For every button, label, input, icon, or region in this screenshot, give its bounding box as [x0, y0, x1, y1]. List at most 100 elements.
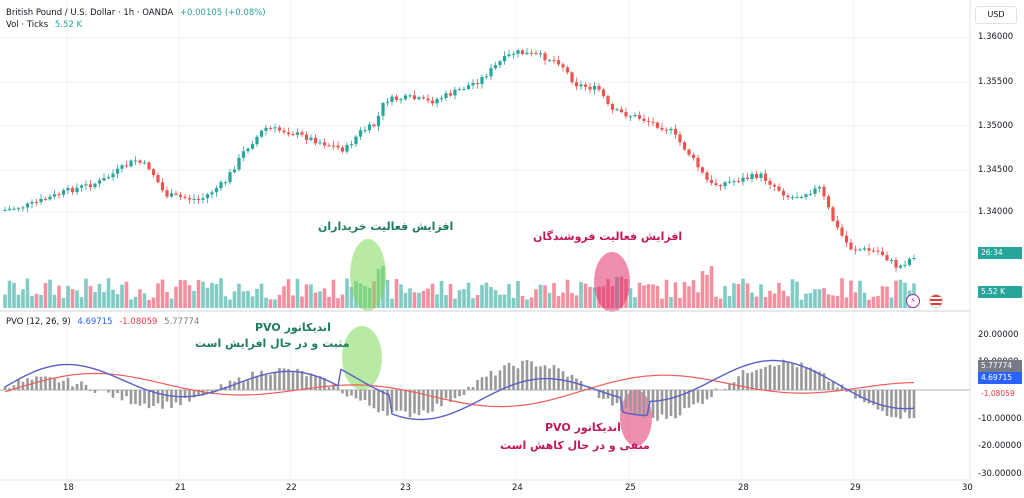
- volume-bar: [142, 293, 147, 308]
- volume-bar: [304, 284, 309, 308]
- candle-body: [642, 118, 646, 121]
- volume-bar: [30, 295, 34, 308]
- volume-bar: [219, 278, 223, 308]
- candle-body: [624, 112, 628, 117]
- candle-body: [628, 116, 633, 118]
- volume-bar: [196, 279, 201, 308]
- last-price-text: 26:34: [981, 248, 1003, 257]
- pvo-hist-bar: [755, 370, 758, 390]
- currency-button[interactable]: USD: [975, 6, 1017, 24]
- pvo-hist-bar: [827, 381, 830, 390]
- pvo-hist-bar: [651, 390, 655, 418]
- symbol-legend[interactable]: British Pound / U.S. Dollar · 1h · OANDA…: [6, 8, 266, 18]
- pvo-hist-bar: [872, 390, 875, 406]
- volume-bar: [754, 296, 759, 308]
- candle-body: [124, 165, 129, 167]
- time-tick: 29: [850, 483, 861, 493]
- volume-legend[interactable]: Vol · Ticks 5.52 K: [6, 20, 82, 30]
- pvo-hist-bar: [656, 390, 659, 421]
- volume-bar: [453, 298, 457, 308]
- time-tick: 28: [738, 483, 749, 493]
- candle-body: [799, 197, 804, 199]
- us-flag-icon[interactable]: [929, 294, 943, 308]
- volume-bar: [525, 299, 529, 308]
- candle-body: [664, 129, 669, 131]
- volume-bar: [795, 281, 799, 308]
- pvo-hist-bar: [485, 376, 488, 390]
- pvo-hist-bar: [435, 390, 439, 404]
- pvo-hist-bar: [269, 374, 272, 390]
- pvo-hist-bar: [233, 381, 236, 390]
- volume-bar: [480, 284, 484, 308]
- candle-body: [655, 122, 660, 128]
- pvo-hist-bar: [660, 390, 664, 415]
- pvo-hist-bar: [390, 390, 394, 412]
- pvo-hist-bar: [687, 390, 691, 408]
- volume-bar: [273, 299, 277, 308]
- volume-bar: [448, 283, 453, 308]
- volume-bar: [516, 280, 520, 308]
- pvo-hist-bar: [552, 365, 556, 390]
- candle-body: [876, 250, 880, 252]
- volume-bar: [75, 290, 79, 308]
- volume-bar: [138, 289, 142, 308]
- candle-body: [336, 145, 340, 148]
- volume-bar: [889, 297, 894, 308]
- candle-body: [219, 182, 223, 189]
- candle-body: [736, 181, 741, 183]
- pvo-hist-bar: [804, 367, 808, 390]
- volume-bar: [102, 292, 106, 308]
- candle-body: [340, 147, 345, 152]
- candle-body: [912, 258, 916, 260]
- candle-body: [610, 103, 615, 110]
- pvo-lines: [4, 359, 915, 421]
- pvo-hist-bar: [111, 390, 115, 398]
- candle-body: [489, 68, 493, 77]
- pvo-hist-bar: [876, 390, 880, 410]
- candle-body: [745, 177, 750, 179]
- volume-bar: [718, 298, 723, 308]
- pvo-hist-bar: [84, 384, 88, 390]
- pvo-hist-bar: [471, 387, 475, 390]
- pvo-hist-bar: [701, 390, 704, 405]
- pvo-hist-bar: [777, 365, 781, 390]
- pvo-hist-bar: [467, 386, 470, 390]
- lightning-icon[interactable]: ⚡: [906, 294, 920, 308]
- volume-bar: [534, 289, 538, 308]
- volume-bar: [385, 279, 390, 308]
- pvo-hist-bar: [912, 390, 916, 419]
- pvo-hist-bar: [813, 370, 817, 390]
- price-tick: 1.34000: [978, 207, 1014, 217]
- candle-body: [178, 194, 183, 197]
- pvo-hist-bar: [12, 385, 16, 390]
- candle-body: [187, 198, 192, 200]
- pvo-hist-bar: [183, 390, 187, 399]
- candle-body: [7, 208, 12, 210]
- volume-bar: [826, 294, 831, 308]
- volume-bar: [561, 292, 565, 308]
- pvo-hist-bar: [170, 390, 173, 408]
- volume-bar: [876, 295, 880, 308]
- candle-body: [507, 54, 511, 57]
- volume-bar: [714, 296, 718, 308]
- volume-bar: [705, 274, 709, 308]
- volume-bar: [214, 284, 219, 308]
- volume-bar: [57, 285, 61, 308]
- volume-bar: [489, 287, 493, 308]
- pvo-legend[interactable]: PVO (12, 26, 9) 4.69715 -1.08059 5.77774: [6, 317, 199, 327]
- candle-body: [583, 84, 588, 87]
- candle-body: [592, 85, 597, 90]
- candle-body: [210, 192, 214, 195]
- pvo-hist-bar: [48, 377, 52, 390]
- volume-bar: [646, 284, 651, 308]
- pvo-hist-bar: [566, 376, 569, 390]
- pvo-hist-bar: [30, 379, 34, 390]
- volume-bar: [750, 292, 754, 308]
- volume-bar: [840, 278, 844, 308]
- volume-bar: [322, 288, 327, 308]
- candle-body: [75, 187, 79, 193]
- candle-body: [25, 203, 30, 208]
- candle-body: [259, 130, 264, 137]
- pvo-hist-bar: [345, 390, 349, 397]
